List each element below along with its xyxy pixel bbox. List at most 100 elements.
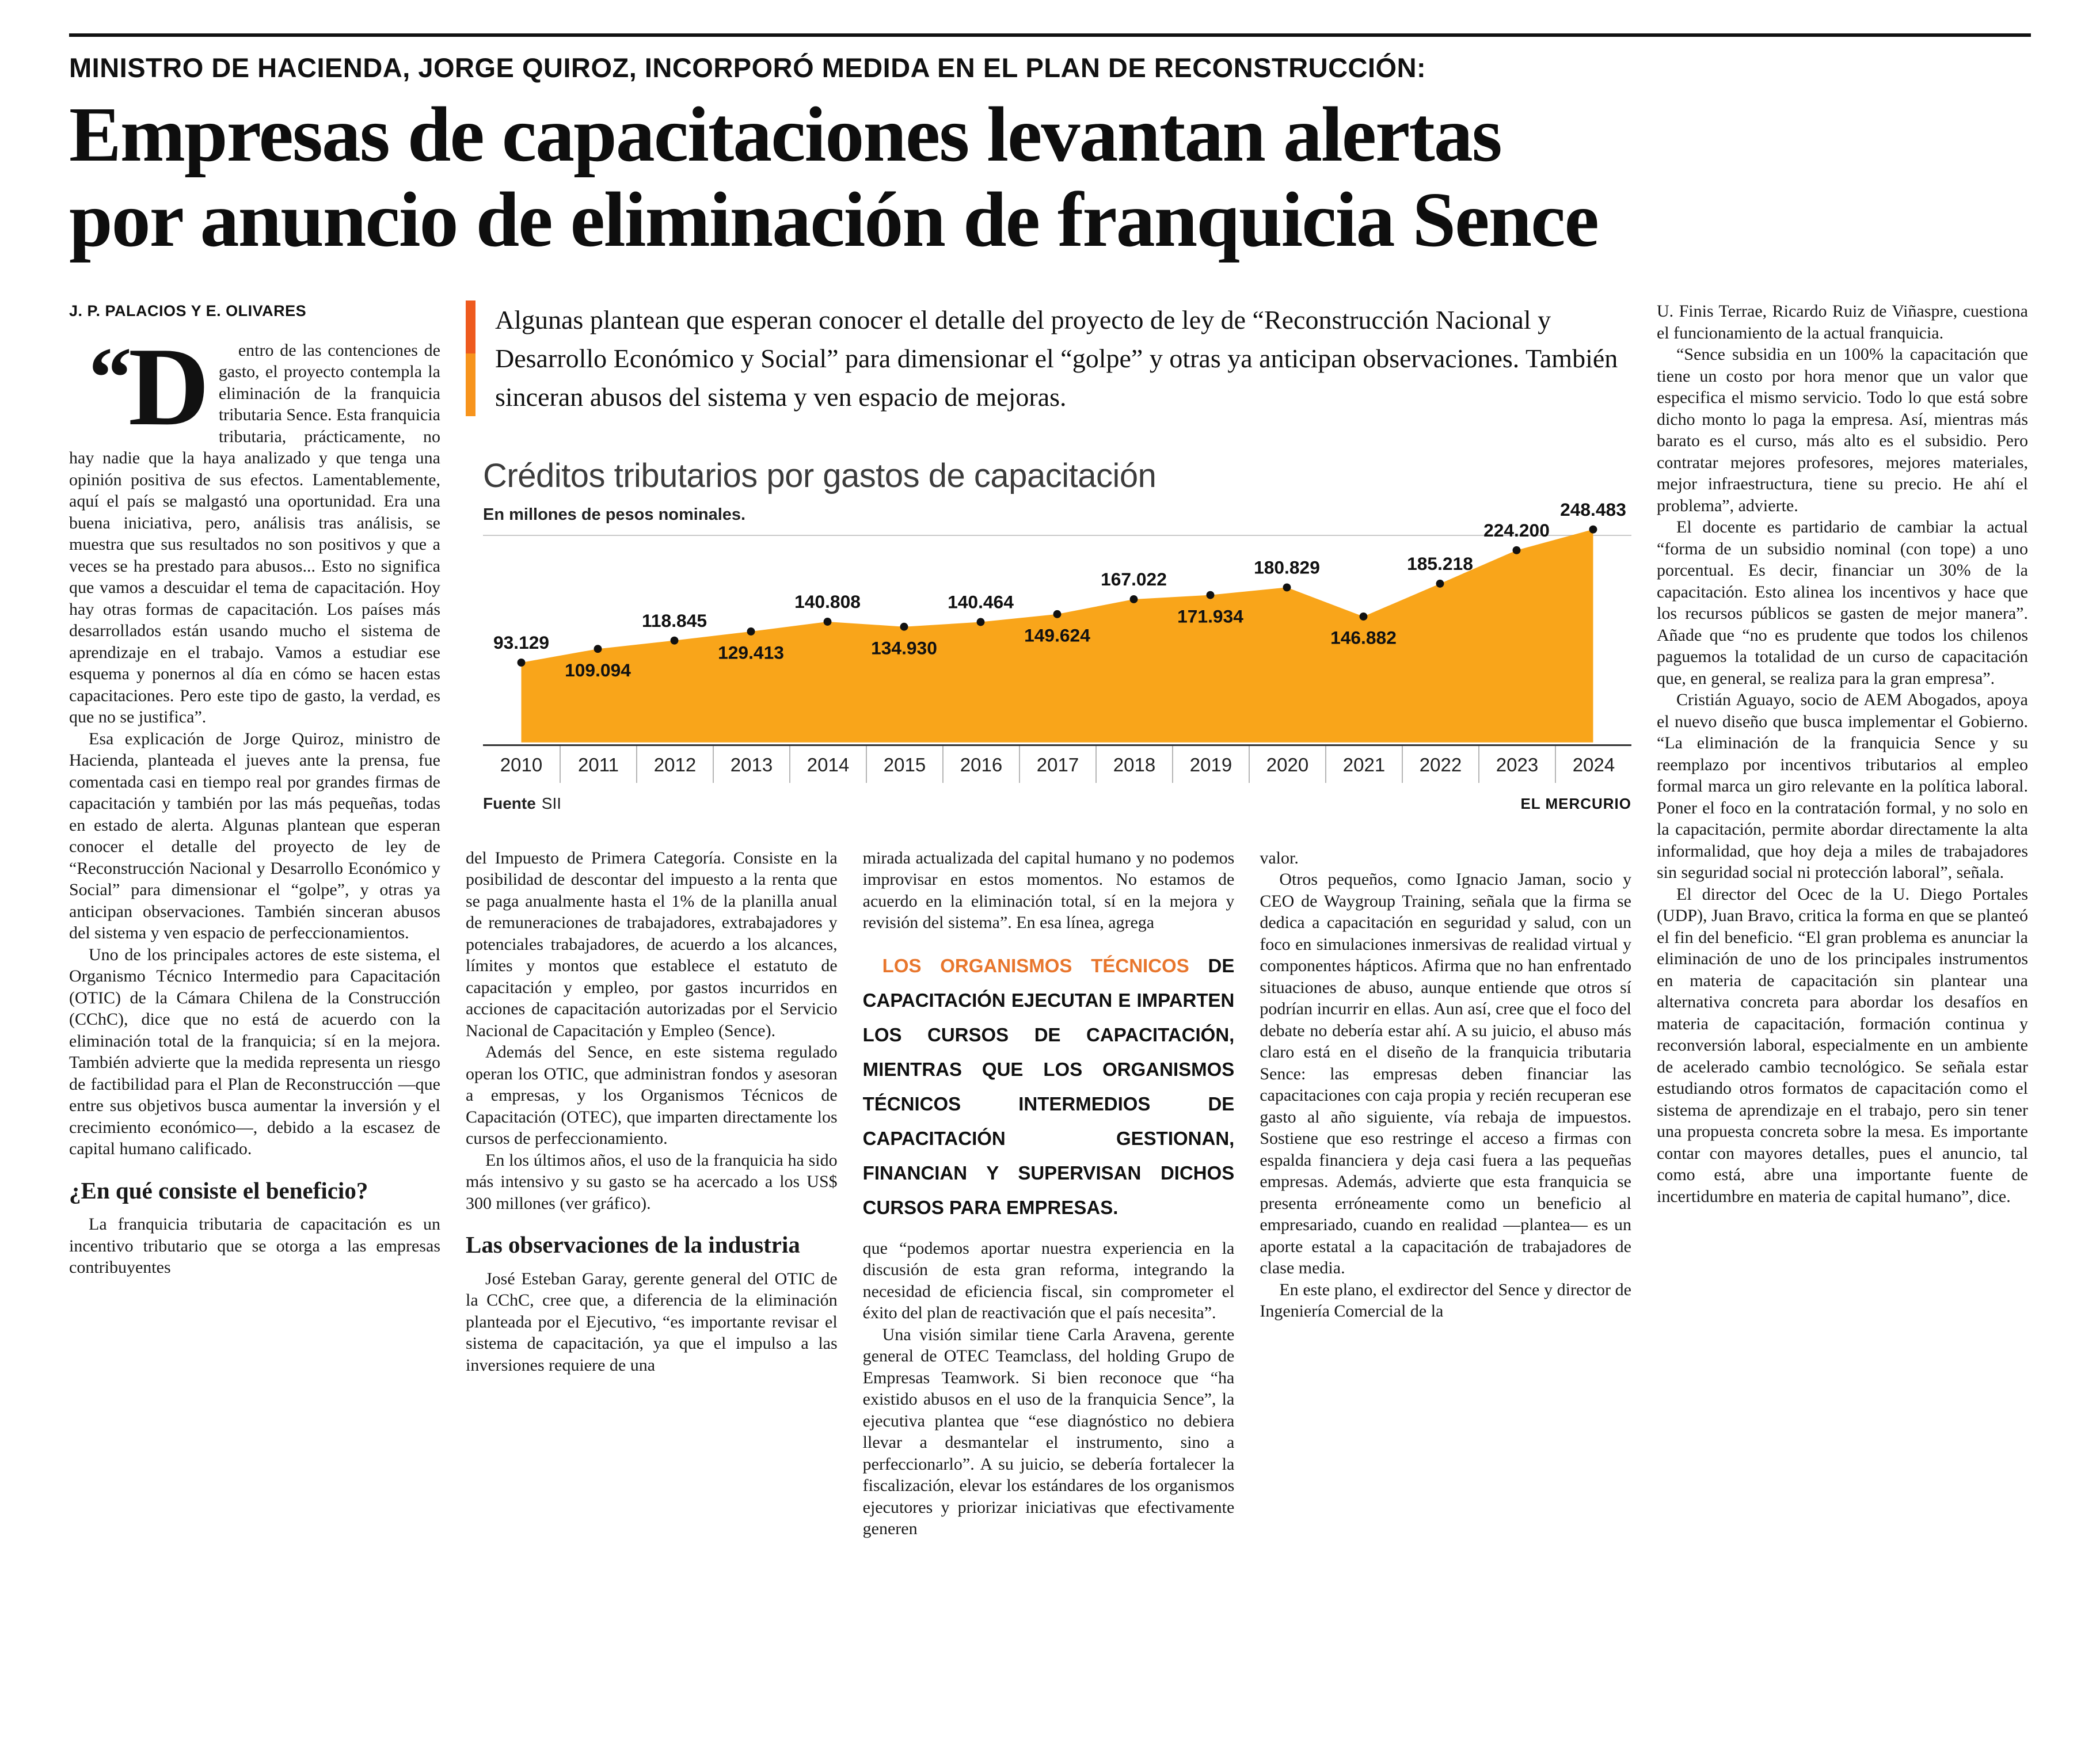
- x-axis-label: 2021: [1325, 745, 1402, 783]
- x-axis-label: 2020: [1249, 745, 1325, 783]
- standfirst: Algunas plantean que esperan conocer el …: [466, 300, 1631, 417]
- x-axis-label: 2015: [866, 745, 942, 783]
- article-paragraph: La franquicia tributaria de capacitación…: [69, 1215, 440, 1277]
- pull-quote-rest: DE CAPACITACIÓN EJECUTAN E IMPARTEN LOS …: [862, 954, 1235, 1218]
- x-axis-label: 2016: [942, 745, 1019, 783]
- article-paragraph: U. Finis Terrae, Ricardo Ruiz de Viñaspr…: [1657, 302, 2028, 343]
- tax-credits-chart: Créditos tributarios por gastos de capac…: [483, 456, 1631, 813]
- article-paragraph: mirada actualizada del capital humano y …: [862, 848, 1235, 933]
- middle-text-columns: del Impuesto de Primera Categoría. Consi…: [466, 847, 1631, 1540]
- x-axis-label: 2023: [1478, 745, 1555, 783]
- chart-data-point: [1589, 526, 1597, 534]
- article-paragraph: del Impuesto de Primera Categoría. Consi…: [466, 848, 838, 1040]
- article-header: MINISTRO DE HACIENDA, JORGE QUIROZ, INCO…: [69, 52, 2031, 262]
- chart-value-label: 129.413: [718, 642, 784, 663]
- x-axis-label: 2024: [1555, 745, 1631, 783]
- subhead-benefit: ¿En qué consiste el beneficio?: [69, 1177, 368, 1204]
- article-paragraph: Uno de los principales actores de este s…: [69, 945, 440, 1159]
- article-paragraph: En este plano, el exdirector del Sence y…: [1260, 1280, 1631, 1321]
- chart-value-label: 146.882: [1330, 627, 1397, 648]
- article-paragraph: Además del Sence, en este sistema regula…: [466, 1043, 838, 1148]
- column-4: valor. Otros pequeños, como Ignacio Jama…: [1260, 847, 1631, 1540]
- article-paragraph: El docente es partidario de cambiar la a…: [1657, 518, 2028, 688]
- article-body: J. P. PALACIOS Y E. OLIVARES “D entro de …: [69, 300, 2031, 1648]
- chart-data-point: [1053, 610, 1062, 619]
- middle-section: Algunas plantean que esperan conocer el …: [466, 300, 1631, 1648]
- chart-value-label: 140.464: [948, 592, 1014, 612]
- chart-data-point: [1206, 591, 1215, 599]
- chart-data-point: [1359, 612, 1368, 621]
- drop-cap: “D: [69, 330, 210, 443]
- chart-area-fill: [521, 530, 1593, 743]
- subhead-industry-observations: Las observaciones de la industria: [466, 1231, 800, 1258]
- article-paragraph: valor.: [1260, 848, 1299, 868]
- x-axis-label: 2012: [636, 745, 713, 783]
- article-paragraph: El director del Ocec de la U. Diego Port…: [1657, 884, 2028, 1206]
- chart-value-label: 109.094: [565, 660, 631, 680]
- chart-value-label: 167.022: [1101, 569, 1167, 590]
- x-axis-label: 2010: [500, 754, 543, 775]
- article-paragraph: Cristián Aguayo, socio de AEM Abogados, …: [1657, 690, 2028, 882]
- article-paragraph: Una visión similar tiene Carla Aravena, …: [862, 1325, 1235, 1539]
- standfirst-text: Algunas plantean que esperan conocer el …: [495, 305, 1618, 412]
- chart-data-point: [594, 645, 602, 653]
- standfirst-accent-bar: [466, 300, 475, 417]
- chart-value-label: 118.845: [642, 610, 707, 631]
- article-paragraph: Esa explicación de Jorge Quiroz, ministr…: [69, 729, 440, 943]
- newspaper-brand: EL MERCURIO: [1520, 794, 1631, 812]
- chart-data-point: [1512, 546, 1521, 555]
- x-axis-label: 2014: [789, 745, 866, 783]
- x-axis-label: 2017: [1019, 745, 1095, 783]
- chart-value-label: 134.930: [871, 638, 937, 659]
- chart-data-point: [1436, 580, 1444, 588]
- lead-paragraph: “D entro de las contenciones de gasto, el…: [69, 330, 440, 728]
- byline: J. P. PALACIOS Y E. OLIVARES: [69, 302, 307, 320]
- chart-source-value: SII: [541, 794, 562, 812]
- chart-title: Créditos tributarios por gastos de capac…: [483, 457, 1156, 495]
- top-rule: [69, 33, 2031, 37]
- chart-value-label: 224.200: [1483, 520, 1550, 541]
- chart-value-label: 171.934: [1177, 606, 1243, 627]
- chart-data-point: [900, 623, 908, 631]
- article-paragraph: Otros pequeños, como Ignacio Jaman, soci…: [1260, 870, 1631, 1278]
- x-axis-label: 2013: [713, 745, 789, 783]
- column-1: J. P. PALACIOS Y E. OLIVARES “D entro de …: [69, 300, 440, 1648]
- chart-data-point: [670, 637, 679, 645]
- x-axis-label: 2019: [1172, 745, 1249, 783]
- column-3: mirada actualizada del capital humano y …: [863, 847, 1235, 1540]
- chart-data-point: [823, 618, 832, 626]
- article-paragraph: que “podemos aportar nuestra experiencia…: [862, 1238, 1235, 1323]
- article-paragraph: En los últimos años, el uso de la franqu…: [466, 1150, 838, 1213]
- headline: Empresas de capacitaciones levantan aler…: [69, 92, 2031, 262]
- chart-data-point: [517, 659, 526, 667]
- chart-source: Fuente SII: [483, 794, 561, 813]
- chart-value-label: 93.129: [493, 633, 549, 653]
- column-2: del Impuesto de Primera Categoría. Consi…: [466, 847, 838, 1540]
- pull-quote-lead: LOS ORGANISMOS TÉCNICOS: [882, 954, 1189, 976]
- chart-x-axis: 2010 2011 2012 2013 2014 2015 2016 2017 2018 2019…: [483, 744, 1631, 783]
- chart-footer: Fuente SII EL MERCURIO: [483, 794, 1631, 813]
- chart-data-point: [1129, 595, 1138, 604]
- x-axis-label: 2022: [1402, 745, 1478, 783]
- x-axis-label: 2018: [1095, 745, 1172, 783]
- chart-source-label: Fuente: [483, 794, 536, 812]
- chart-header: Créditos tributarios por gastos de capac…: [483, 456, 1631, 537]
- article-paragraph: “Sence subsidia en un 100% la capacitaci…: [1657, 345, 2028, 515]
- article-paragraph: José Esteban Garay, gerente general del …: [466, 1269, 838, 1375]
- chart-value-label: 140.808: [794, 592, 861, 612]
- chart-value-label: 180.829: [1254, 557, 1320, 578]
- chart-data-point: [1283, 583, 1291, 592]
- column-5: U. Finis Terrae, Ricardo Ruiz de Viñaspr…: [1657, 300, 2028, 1648]
- x-axis-label: 2011: [560, 745, 636, 783]
- chart-value-label: 185.218: [1407, 553, 1473, 574]
- headline-line-1: Empresas de capacitaciones levantan aler…: [69, 92, 1502, 178]
- headline-line-2: por anuncio de eliminación de franquicia…: [69, 177, 1599, 264]
- drop-cap-letter: D: [128, 324, 210, 449]
- lead-paragraph-text: entro de las contenciones de gasto, el p…: [69, 340, 440, 727]
- chart-subtitle: En millones de pesos nominales.: [483, 505, 746, 524]
- area-chart-plot: 93.129 109.094 118.845 129.413 140.808 134.93…: [493, 499, 1626, 743]
- chart-data-point: [976, 618, 985, 626]
- chart-data-point: [747, 627, 755, 636]
- opening-quote-mark: “: [89, 329, 132, 425]
